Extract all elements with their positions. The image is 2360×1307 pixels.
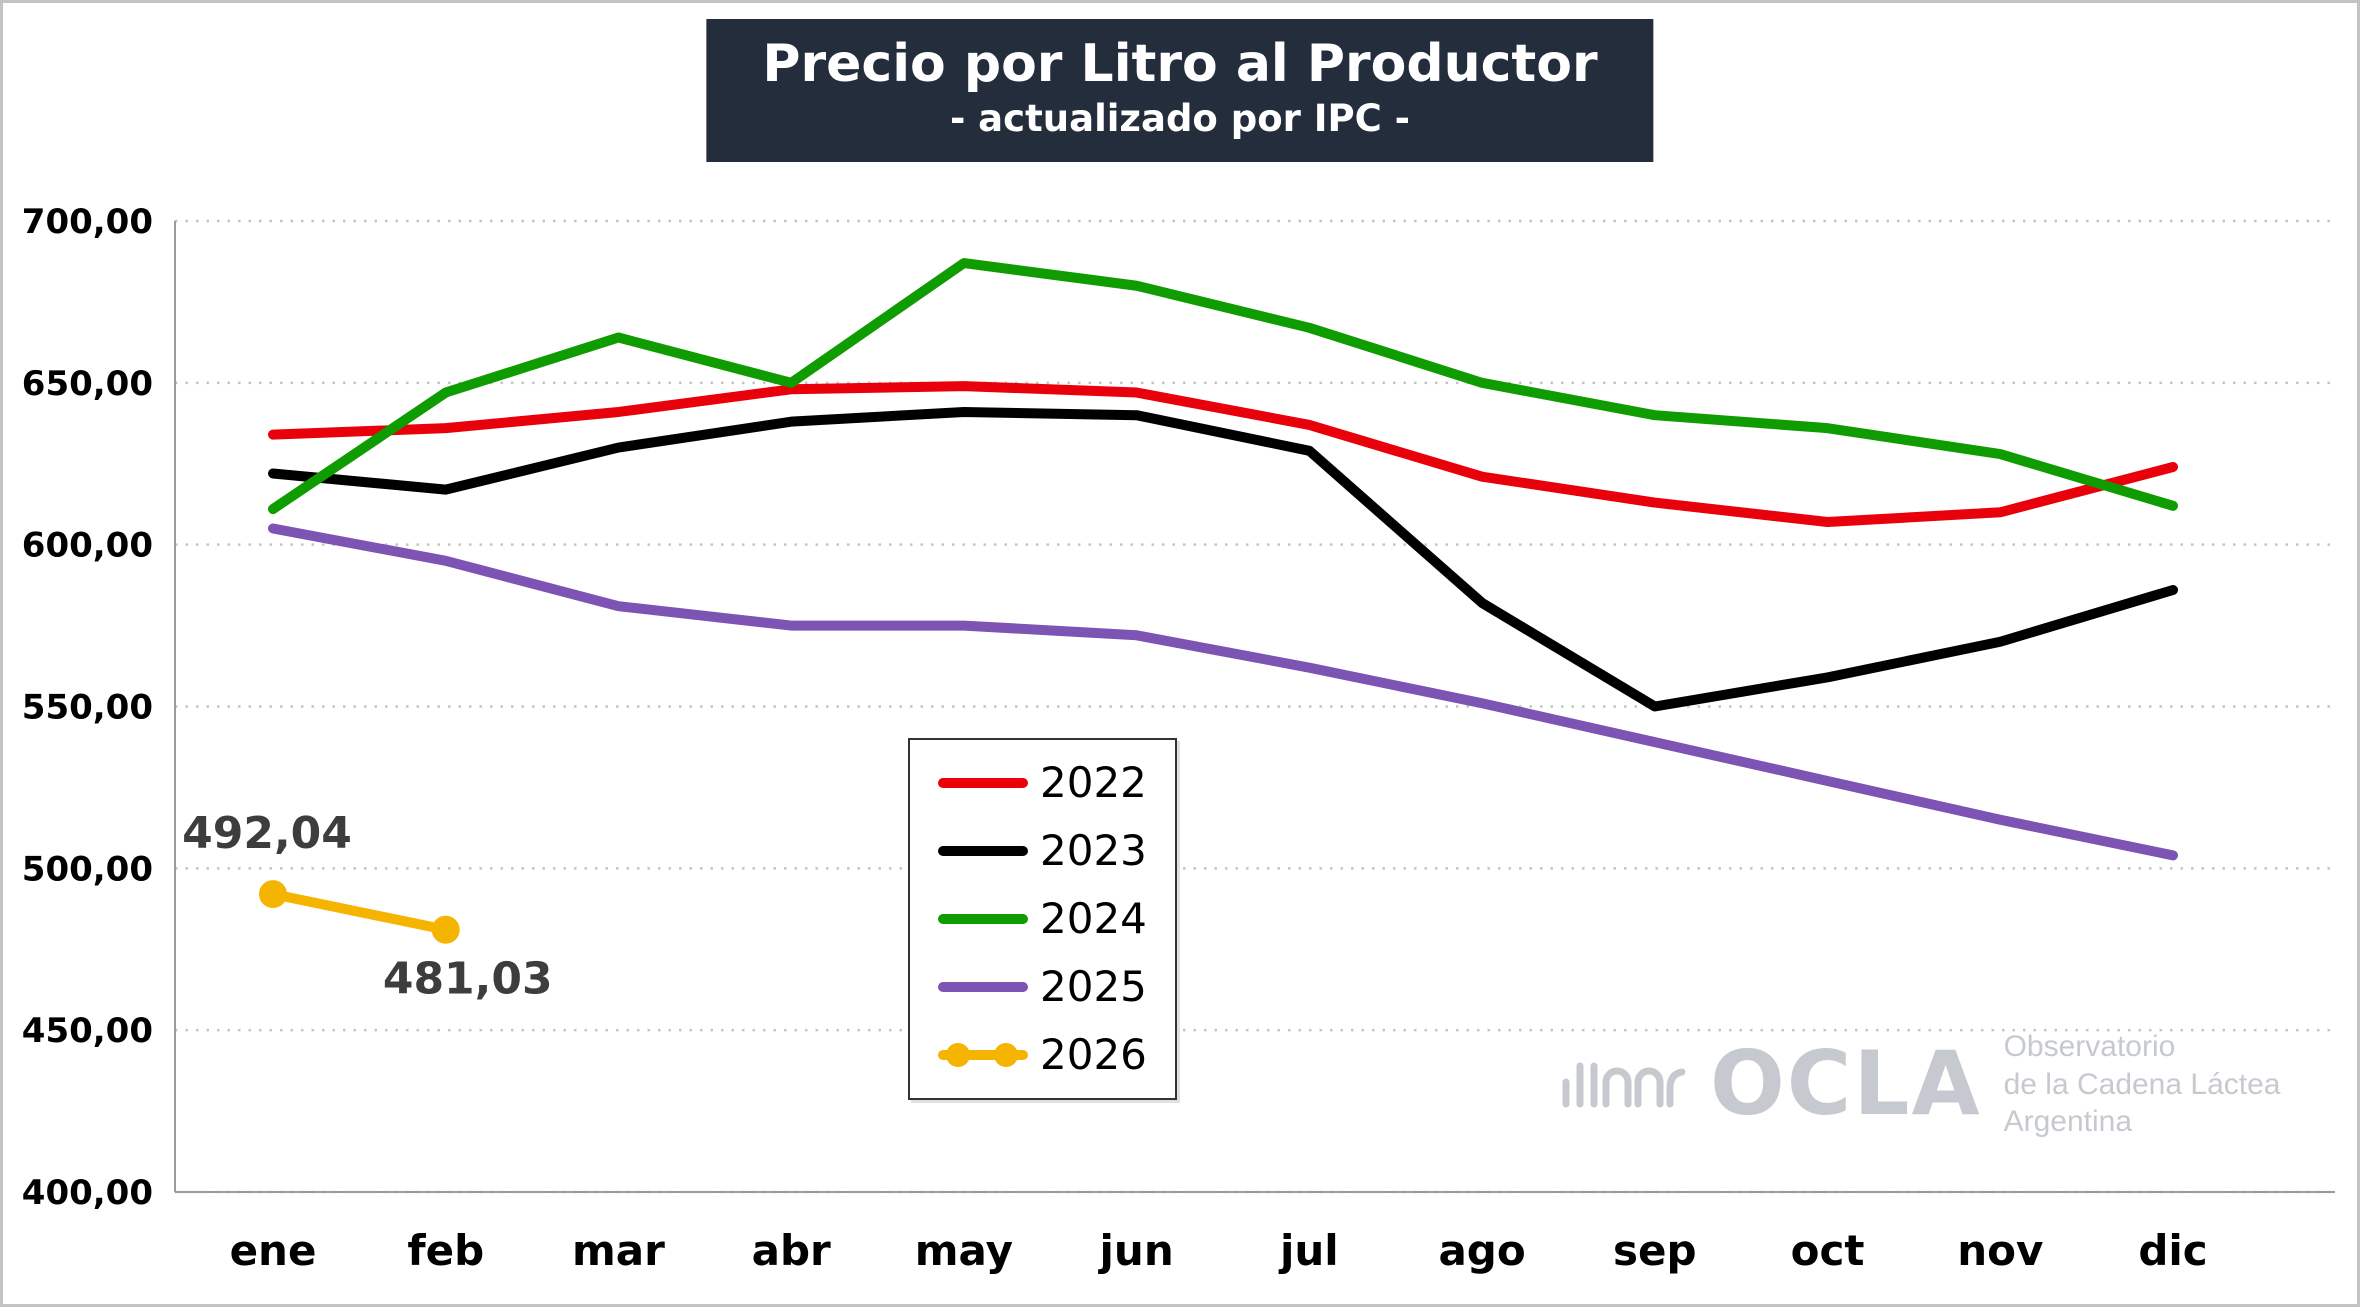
ocla-logo: OCLA Observatorio de la Cadena Láctea Ar… bbox=[1558, 1028, 2280, 1141]
ocla-caption-line2: de la Cadena Láctea bbox=[2003, 1067, 2281, 1101]
legend-item-2022: 2022 bbox=[938, 762, 1147, 804]
y-axis-tick-label: 650,00 bbox=[22, 364, 153, 404]
legend-item-2026: 2026 bbox=[938, 1034, 1147, 1076]
ocla-caption-line3: Argentina bbox=[2003, 1105, 2133, 1138]
legend-swatch-2022 bbox=[938, 768, 1028, 798]
y-axis-tick-label: 500,00 bbox=[22, 849, 153, 889]
series-line-2025 bbox=[268, 523, 2178, 861]
x-axis-tick-label: sep bbox=[1613, 1226, 1697, 1275]
price-line-chart: 700,00 650,00 600,00 550,00 500,00 450,00 400,… bbox=[22, 202, 2335, 1275]
y-axis-tick-label: 700,00 bbox=[22, 202, 153, 242]
legend: 2022 2023 2024 2025 2026 bbox=[908, 738, 1177, 1100]
legend-item-2025: 2025 bbox=[938, 966, 1147, 1008]
legend-label: 2026 bbox=[1040, 1030, 1147, 1079]
x-axis-tick-label: mar bbox=[572, 1226, 665, 1275]
y-axis-tick-label: 550,00 bbox=[22, 688, 153, 728]
x-axis-tick-label: ene bbox=[230, 1226, 317, 1275]
ocla-logo-icon bbox=[1562, 1062, 1686, 1108]
x-axis-tick-label: jun bbox=[1098, 1226, 1174, 1275]
legend-item-2023: 2023 bbox=[938, 830, 1147, 872]
y-axis-tick-label: 400,00 bbox=[22, 1173, 153, 1213]
legend-swatch-2024 bbox=[938, 904, 1028, 934]
x-axis-tick-label: oct bbox=[1791, 1226, 1865, 1275]
x-axis-tick-label: ago bbox=[1438, 1226, 1525, 1275]
legend-item-2024: 2024 bbox=[938, 898, 1147, 940]
chart-title-box: Precio por Litro al Productor - actualiz… bbox=[706, 19, 1654, 162]
legend-swatch-2023 bbox=[938, 836, 1028, 866]
series-line-2024 bbox=[268, 258, 2178, 515]
x-axis-tick-label: nov bbox=[1957, 1226, 2043, 1275]
data-label: 492,04 bbox=[182, 808, 352, 859]
x-axis-tick-label: may bbox=[915, 1226, 1013, 1275]
legend-label: 2023 bbox=[1040, 826, 1147, 875]
series-line-2023 bbox=[268, 406, 2178, 712]
x-axis-tick-label: abr bbox=[752, 1226, 831, 1275]
legend-swatch-2026 bbox=[938, 1040, 1028, 1070]
x-axis-tick-label: dic bbox=[2138, 1226, 2207, 1275]
chart-subtitle: - actualizado por IPC - bbox=[949, 96, 1411, 140]
series-line-2026 bbox=[268, 889, 451, 935]
series-line-2022 bbox=[268, 381, 2178, 528]
ocla-caption-line1: Observatorio bbox=[2003, 1030, 2176, 1063]
series-marker-2026 bbox=[431, 915, 460, 944]
ocla-logo-text: OCLA bbox=[1710, 1032, 1982, 1136]
legend-swatch-2025 bbox=[938, 972, 1028, 1002]
legend-label: 2022 bbox=[1040, 758, 1147, 807]
x-axis-tick-label: feb bbox=[407, 1226, 484, 1275]
legend-label: 2025 bbox=[1040, 962, 1147, 1011]
data-label: 481,03 bbox=[383, 954, 553, 1005]
ocla-logo-caption: Observatorio de la Cadena Láctea Argenti… bbox=[2004, 1028, 2281, 1141]
x-axis-tick-label: jul bbox=[1278, 1226, 1339, 1275]
series-marker-2026 bbox=[259, 880, 287, 909]
y-axis-tick-label: 450,00 bbox=[22, 1011, 153, 1051]
chart-title: Precio por Litro al Productor bbox=[762, 34, 1598, 94]
legend-label: 2024 bbox=[1040, 894, 1147, 943]
y-axis-tick-label: 600,00 bbox=[22, 526, 153, 566]
